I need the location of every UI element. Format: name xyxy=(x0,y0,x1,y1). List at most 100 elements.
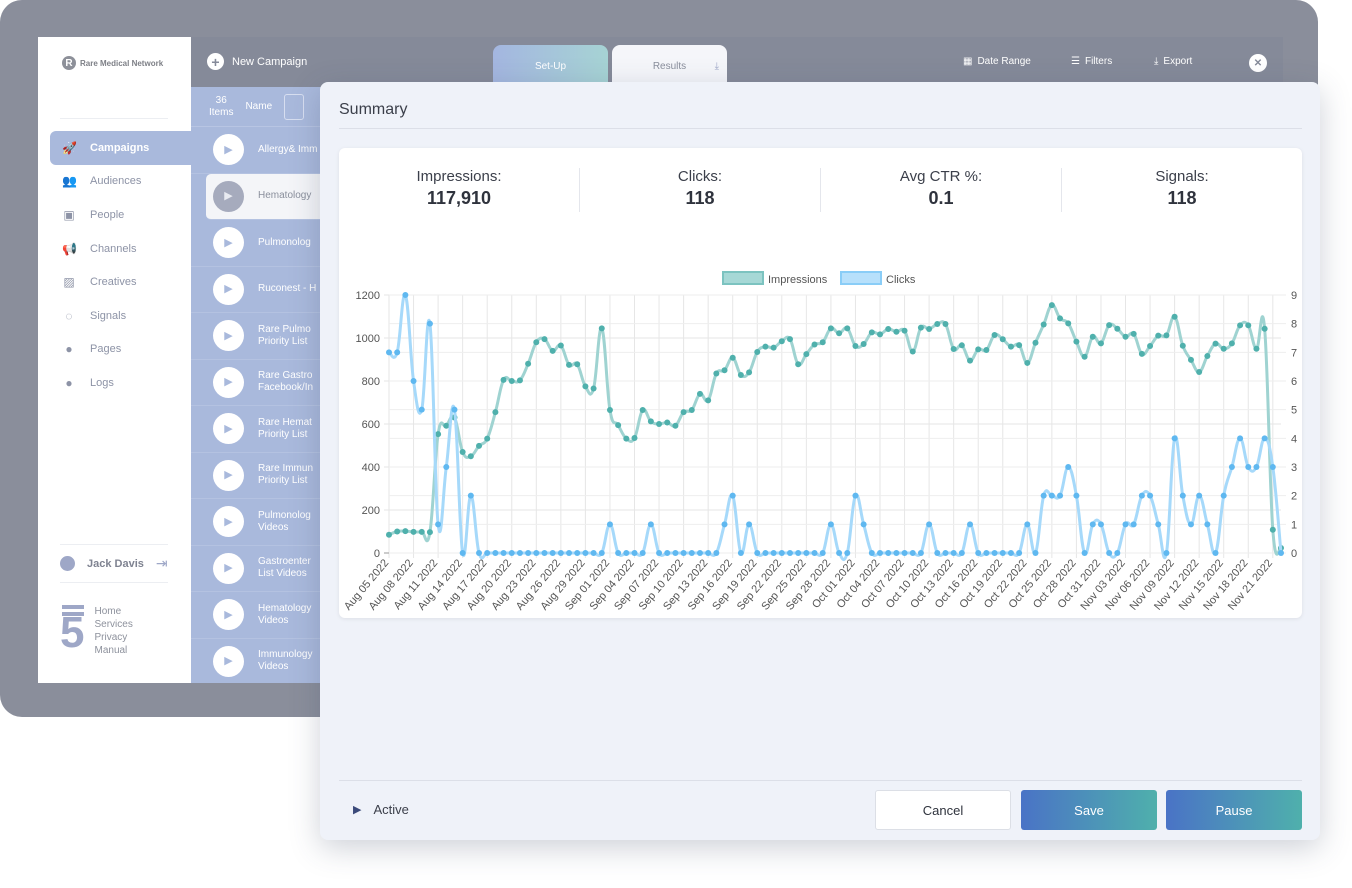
impressions-point[interactable] xyxy=(639,407,646,414)
clicks-point[interactable] xyxy=(615,550,622,556)
impressions-point[interactable] xyxy=(1245,322,1252,329)
new-campaign-button[interactable]: + New Campaign xyxy=(207,53,307,70)
impressions-point[interactable] xyxy=(762,343,769,350)
clicks-point[interactable] xyxy=(770,550,777,556)
impressions-point[interactable] xyxy=(606,407,613,414)
sidebar-item-logs[interactable]: ● Logs xyxy=(50,366,191,400)
impressions-point[interactable] xyxy=(1130,330,1137,337)
impressions-point[interactable] xyxy=(598,325,605,332)
clicks-point[interactable] xyxy=(451,406,458,413)
impressions-point[interactable] xyxy=(958,342,965,349)
save-button[interactable]: Save xyxy=(1021,790,1157,830)
list-item[interactable]: ▶ Ruconest - H xyxy=(191,267,321,313)
cancel-button[interactable]: Cancel xyxy=(875,790,1011,830)
impressions-point[interactable] xyxy=(410,528,417,535)
impressions-point[interactable] xyxy=(836,330,843,337)
impressions-point[interactable] xyxy=(877,331,884,338)
impressions-point[interactable] xyxy=(1155,332,1162,339)
clicks-point[interactable] xyxy=(656,550,663,556)
clicks-point[interactable] xyxy=(443,464,450,470)
clicks-point[interactable] xyxy=(893,550,900,556)
impressions-point[interactable] xyxy=(476,442,483,449)
impressions-point[interactable] xyxy=(566,361,573,368)
clicks-point[interactable] xyxy=(836,550,843,556)
impressions-point[interactable] xyxy=(893,328,900,335)
clicks-point[interactable] xyxy=(410,378,417,384)
clicks-point[interactable] xyxy=(688,550,695,556)
list-item[interactable]: ▶ Allergy& Imm xyxy=(191,127,321,174)
clicks-point[interactable] xyxy=(623,550,630,556)
clicks-point[interactable] xyxy=(999,550,1006,556)
impressions-point[interactable] xyxy=(631,434,638,441)
impressions-point[interactable] xyxy=(696,390,703,397)
clicks-point[interactable] xyxy=(582,550,589,556)
clicks-point[interactable] xyxy=(1212,550,1219,556)
clicks-point[interactable] xyxy=(803,550,810,556)
clicks-point[interactable] xyxy=(606,521,613,528)
pause-button[interactable]: Pause xyxy=(1166,790,1302,830)
clicks-point[interactable] xyxy=(394,349,401,356)
impressions-point[interactable] xyxy=(508,378,515,384)
clicks-point[interactable] xyxy=(1187,521,1194,528)
sidebar-item-pages[interactable]: ● Pages xyxy=(50,333,191,367)
clicks-point[interactable] xyxy=(1269,464,1276,470)
clicks-point[interactable] xyxy=(1278,550,1284,556)
impressions-point[interactable] xyxy=(500,376,507,383)
impressions-point[interactable] xyxy=(459,448,466,455)
clicks-point[interactable] xyxy=(860,521,867,528)
user-profile[interactable]: Jack Davis ⇥ xyxy=(60,555,168,572)
clicks-point[interactable] xyxy=(885,550,892,556)
clicks-point[interactable] xyxy=(795,550,802,556)
clicks-point[interactable] xyxy=(1081,550,1088,556)
footer-link-privacy[interactable]: Privacy xyxy=(94,632,128,643)
impressions-point[interactable] xyxy=(426,529,433,536)
clicks-point[interactable] xyxy=(590,550,597,556)
impressions-point[interactable] xyxy=(1220,345,1227,352)
impressions-point[interactable] xyxy=(991,331,998,338)
clicks-point[interactable] xyxy=(525,550,532,556)
clicks-point[interactable] xyxy=(598,550,605,556)
clicks-point[interactable] xyxy=(533,550,540,556)
clicks-point[interactable] xyxy=(852,492,859,499)
list-item[interactable]: ▶ Pulmonolog Videos xyxy=(191,499,321,546)
impressions-point[interactable] xyxy=(1024,359,1031,366)
list-item[interactable]: ▶ Immunology Videos xyxy=(191,639,321,684)
impressions-point[interactable] xyxy=(549,347,556,354)
impressions-point[interactable] xyxy=(1204,353,1211,360)
impressions-point[interactable] xyxy=(975,346,982,353)
impressions-point[interactable] xyxy=(1122,333,1129,340)
impressions-point[interactable] xyxy=(770,344,777,351)
clicks-point[interactable] xyxy=(1097,521,1104,528)
clicks-point[interactable] xyxy=(1065,464,1072,470)
impressions-point[interactable] xyxy=(557,342,564,349)
impressions-point[interactable] xyxy=(1040,321,1047,328)
clicks-point[interactable] xyxy=(827,521,834,528)
play-icon[interactable]: ▶ xyxy=(213,552,244,584)
impressions-point[interactable] xyxy=(402,528,409,535)
impressions-point[interactable] xyxy=(1228,340,1235,347)
impressions-point[interactable] xyxy=(1007,343,1014,350)
play-icon[interactable]: ▶ xyxy=(213,134,244,166)
impressions-point[interactable] xyxy=(1237,322,1244,329)
impressions-point[interactable] xyxy=(942,321,949,328)
impressions-point[interactable] xyxy=(484,435,491,442)
clicks-point[interactable] xyxy=(901,550,908,556)
impressions-point[interactable] xyxy=(1065,320,1072,327)
clicks-point[interactable] xyxy=(868,550,875,556)
impressions-point[interactable] xyxy=(1261,325,1268,332)
impressions-point[interactable] xyxy=(1089,333,1096,340)
impressions-point[interactable] xyxy=(819,339,826,346)
clicks-point[interactable] xyxy=(967,521,974,528)
clicks-point[interactable] xyxy=(754,550,761,556)
clicks-point[interactable] xyxy=(467,492,474,499)
clicks-point[interactable] xyxy=(721,521,728,528)
impressions-point[interactable] xyxy=(688,407,695,414)
clicks-point[interactable] xyxy=(958,550,965,556)
play-icon[interactable]: ▶ xyxy=(213,180,244,212)
list-item[interactable]: ▶ Gastroenter List Videos xyxy=(191,546,321,592)
play-icon[interactable]: ▶ xyxy=(213,227,244,259)
impressions-point[interactable] xyxy=(1269,526,1276,533)
close-button[interactable]: ✕ xyxy=(1249,54,1267,72)
list-item[interactable]: ▶ Hematology Videos xyxy=(191,592,321,639)
date-range-button[interactable]: ▦ Date Range xyxy=(963,56,1031,67)
